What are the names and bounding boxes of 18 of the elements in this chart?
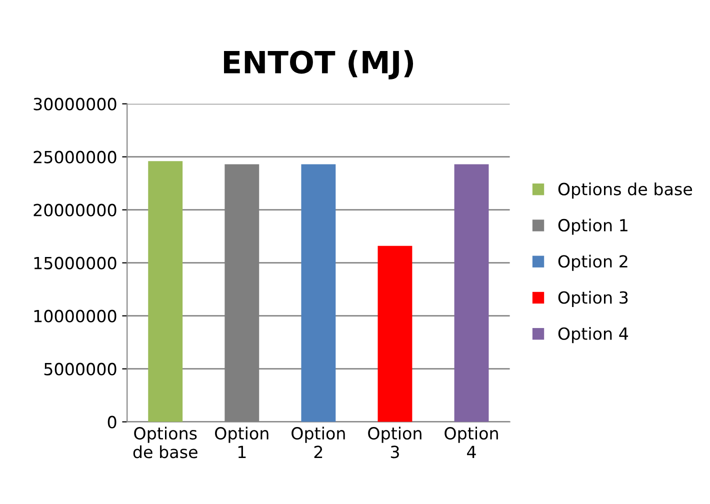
- x-tick-label: Option 4: [444, 426, 498, 458]
- y-tick-label: 5000000: [44, 362, 116, 376]
- legend-label: Options de base: [558, 182, 692, 199]
- chart-title: ENTOT (MJ): [224, 50, 414, 80]
- y-tick-label: 20000000: [34, 204, 116, 216]
- x-tick-label: Option 2: [292, 426, 345, 458]
- x-tick-label: Options de base: [133, 426, 198, 458]
- x-tick-label: Option 1: [215, 426, 268, 458]
- legend-label: Option 4: [558, 327, 628, 344]
- x-tick-label: Option 3: [368, 426, 422, 458]
- y-tick-label: 30000000: [34, 98, 116, 110]
- y-tick-label: 15000000: [34, 256, 116, 270]
- legend-label: Option 1: [558, 218, 628, 235]
- legend-label: Option 3: [558, 290, 628, 308]
- legend-label: Option 2: [558, 254, 628, 271]
- y-tick-label: 10000000: [34, 310, 116, 322]
- y-tick-label: 25000000: [34, 150, 116, 164]
- y-tick-label: 0: [108, 416, 116, 428]
